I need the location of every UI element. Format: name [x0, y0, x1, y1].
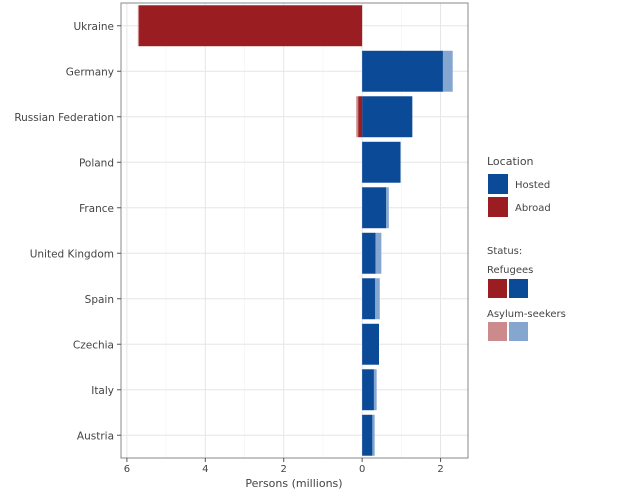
bar-abroad-asylum-seekers	[356, 96, 359, 138]
bar-hosted-refugees	[362, 414, 373, 456]
bar-hosted-refugees	[362, 369, 374, 411]
grid-lines	[121, 3, 468, 458]
bar-abroad-refugees	[139, 5, 363, 47]
bar-abroad-refugees	[358, 96, 363, 138]
legend-swatch-asylum-hosted	[509, 322, 528, 341]
x-axis: 6 4 2 0 2	[124, 458, 444, 475]
legend: Location Hosted Abroad Status: Refugees …	[487, 155, 566, 341]
bar-hosted-asylum-seekers	[375, 232, 382, 274]
bar-hosted-refugees	[362, 50, 443, 92]
y-tick-label: France	[79, 203, 114, 215]
x-tick-label: 6	[124, 464, 130, 475]
y-tick-label: Spain	[85, 294, 114, 306]
bar-abroad-asylum-seekers	[137, 5, 140, 47]
bar-hosted-asylum-seekers	[386, 187, 389, 229]
y-tick-label: Russian Federation	[14, 112, 114, 124]
bar-hosted-refugees	[362, 232, 376, 274]
bar-hosted-refugees	[362, 323, 379, 365]
y-axis: Ukraine Germany Russian Federation Poland Fr…	[14, 21, 121, 442]
y-tick-label: Austria	[77, 430, 114, 442]
bar-hosted-asylum-seekers	[373, 369, 377, 411]
bars	[137, 5, 453, 456]
x-tick-label: 4	[202, 464, 208, 475]
y-tick-label: Poland	[79, 157, 114, 169]
y-tick-label: Italy	[91, 385, 114, 397]
y-tick-label: Ukraine	[73, 21, 114, 33]
x-axis-title: Persons (millions)	[245, 477, 342, 490]
bar-hosted-refugees	[362, 187, 387, 229]
x-tick-label: 2	[281, 464, 287, 475]
panel-border	[120, 2, 469, 459]
legend-label-refugees: Refugees	[487, 265, 533, 276]
bar-hosted-asylum-seekers	[375, 278, 380, 320]
legend-status-title: Status:	[487, 246, 522, 257]
legend-label-abroad: Abroad	[515, 203, 551, 214]
bar-hosted-refugees	[362, 141, 401, 183]
legend-swatch-refugees-hosted	[509, 279, 528, 298]
legend-swatch-asylum-abroad	[488, 322, 507, 341]
bar-hosted-asylum-seekers	[442, 50, 453, 92]
y-tick-label: Germany	[66, 66, 114, 78]
legend-label-hosted: Hosted	[515, 180, 550, 191]
legend-label-asylum-seekers: Asylum-seekers	[487, 309, 566, 320]
bar-hosted-refugees	[362, 278, 376, 320]
legend-swatch-hosted	[488, 174, 508, 194]
y-tick-label: Czechia	[73, 339, 114, 351]
legend-location-title: Location	[487, 155, 534, 168]
x-tick-label: 2	[437, 464, 443, 475]
legend-swatch-abroad	[488, 197, 508, 217]
bar-hosted-refugees	[362, 96, 413, 138]
x-tick-label: 0	[359, 464, 365, 475]
bar-hosted-asylum-seekers	[372, 414, 375, 456]
y-tick-label: United Kingdom	[30, 248, 114, 260]
legend-swatch-refugees-abroad	[488, 279, 507, 298]
